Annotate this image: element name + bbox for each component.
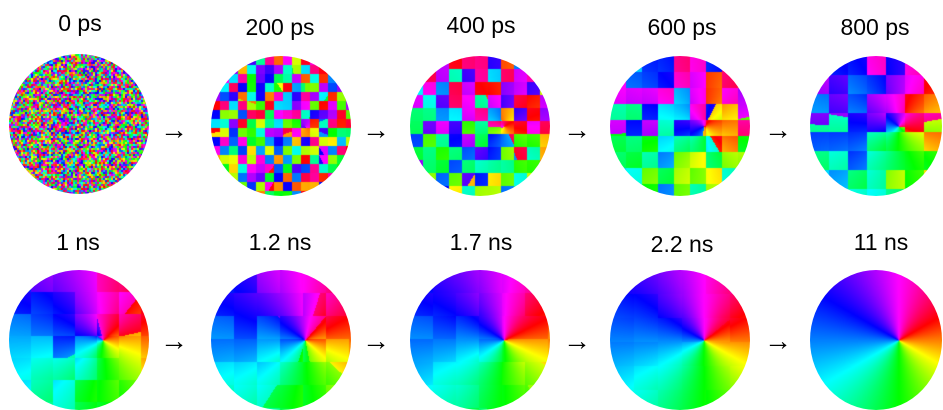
magnetization-disc-1.2ns [211, 270, 351, 410]
frame-label-11ns: 11 ns [853, 229, 909, 255]
frame-label-200ps: 200 ps [245, 14, 315, 40]
frame-label-600ps: 600 ps [647, 14, 717, 40]
magnetization-disc-1ns [9, 270, 149, 410]
magnetization-disc-11ns [810, 270, 942, 410]
frame-label-1.7ns: 1.7 ns [449, 229, 513, 255]
arrow-right-icon: → [160, 325, 188, 356]
arrow-right-icon: → [160, 114, 188, 145]
magnetization-disc-400ps [410, 56, 550, 196]
magnetization-disc-800ps [810, 56, 942, 196]
arrow-right-icon: → [764, 325, 792, 356]
arrow-right-icon: → [563, 325, 591, 356]
frame-label-800ps: 800 ps [840, 14, 910, 40]
arrow-right-icon: → [764, 114, 792, 145]
magnetization-disc-0ps [9, 54, 149, 194]
arrow-right-icon: → [362, 114, 390, 145]
frame-label-2.2ns: 2.2 ns [650, 231, 714, 257]
frame-label-1ns: 1 ns [56, 229, 100, 255]
magnetization-disc-2.2ns [610, 270, 750, 410]
arrow-right-icon: → [563, 114, 591, 145]
magnetization-disc-1.7ns [410, 270, 550, 410]
magnetization-disc-200ps [211, 56, 351, 196]
frame-label-400ps: 400 ps [446, 12, 516, 38]
arrow-right-icon: → [362, 325, 390, 356]
frame-label-0ps: 0 ps [58, 10, 102, 36]
magnetization-disc-600ps [610, 56, 750, 196]
frame-label-1.2ns: 1.2 ns [248, 229, 312, 255]
